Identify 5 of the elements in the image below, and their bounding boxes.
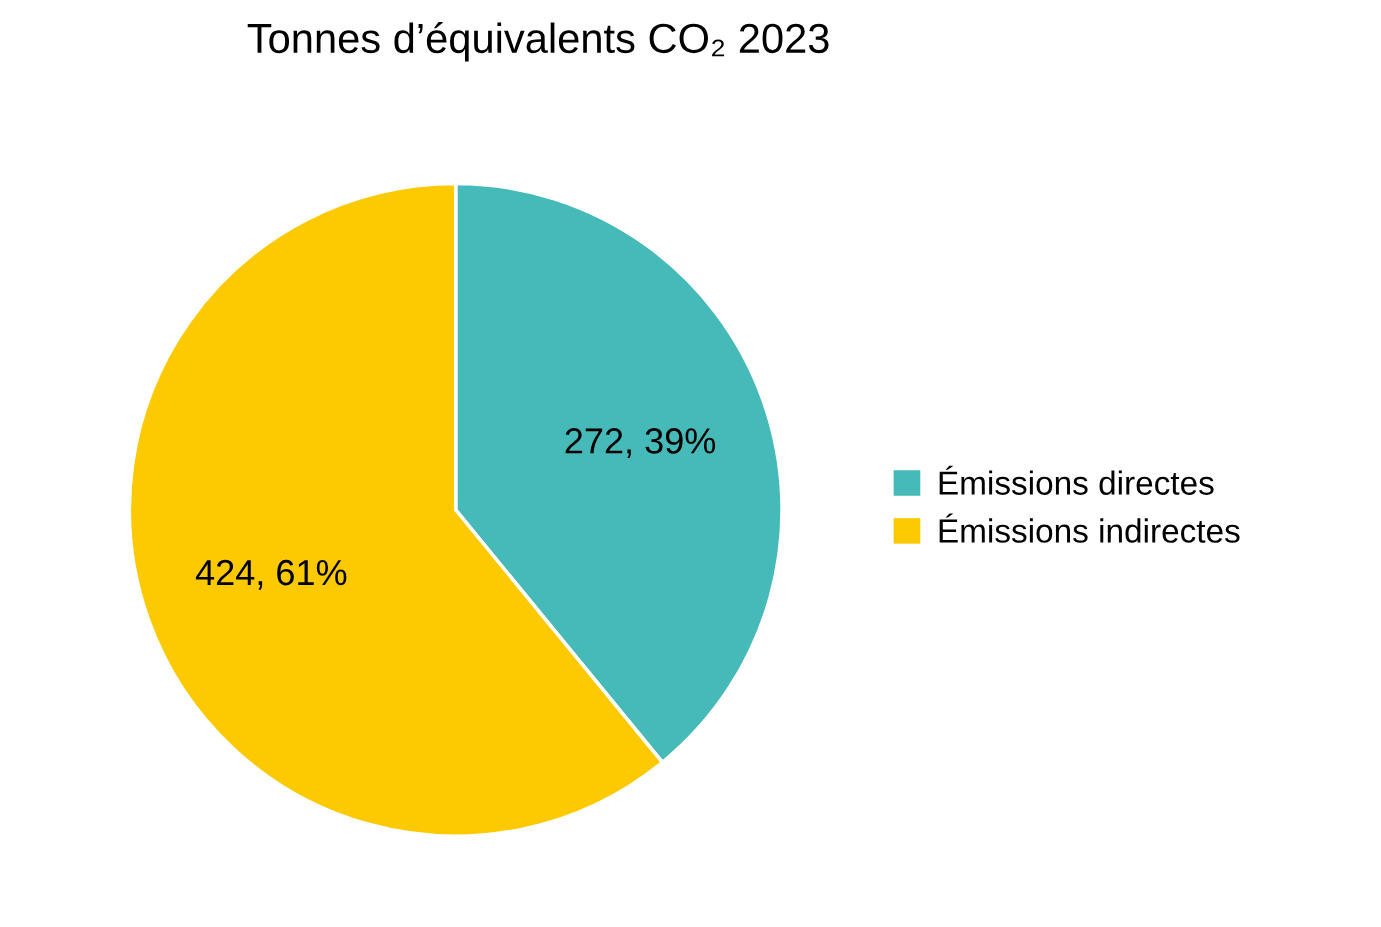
legend-label: Émissions directes <box>939 465 1214 495</box>
legend-label: Émissions indirectes <box>939 513 1240 543</box>
data-label: 272, 39% <box>565 428 716 458</box>
chart-title: Tonnes d’équivalents CO₂ 2023 <box>247 22 829 62</box>
data-label: 424, 61% <box>195 559 347 590</box>
